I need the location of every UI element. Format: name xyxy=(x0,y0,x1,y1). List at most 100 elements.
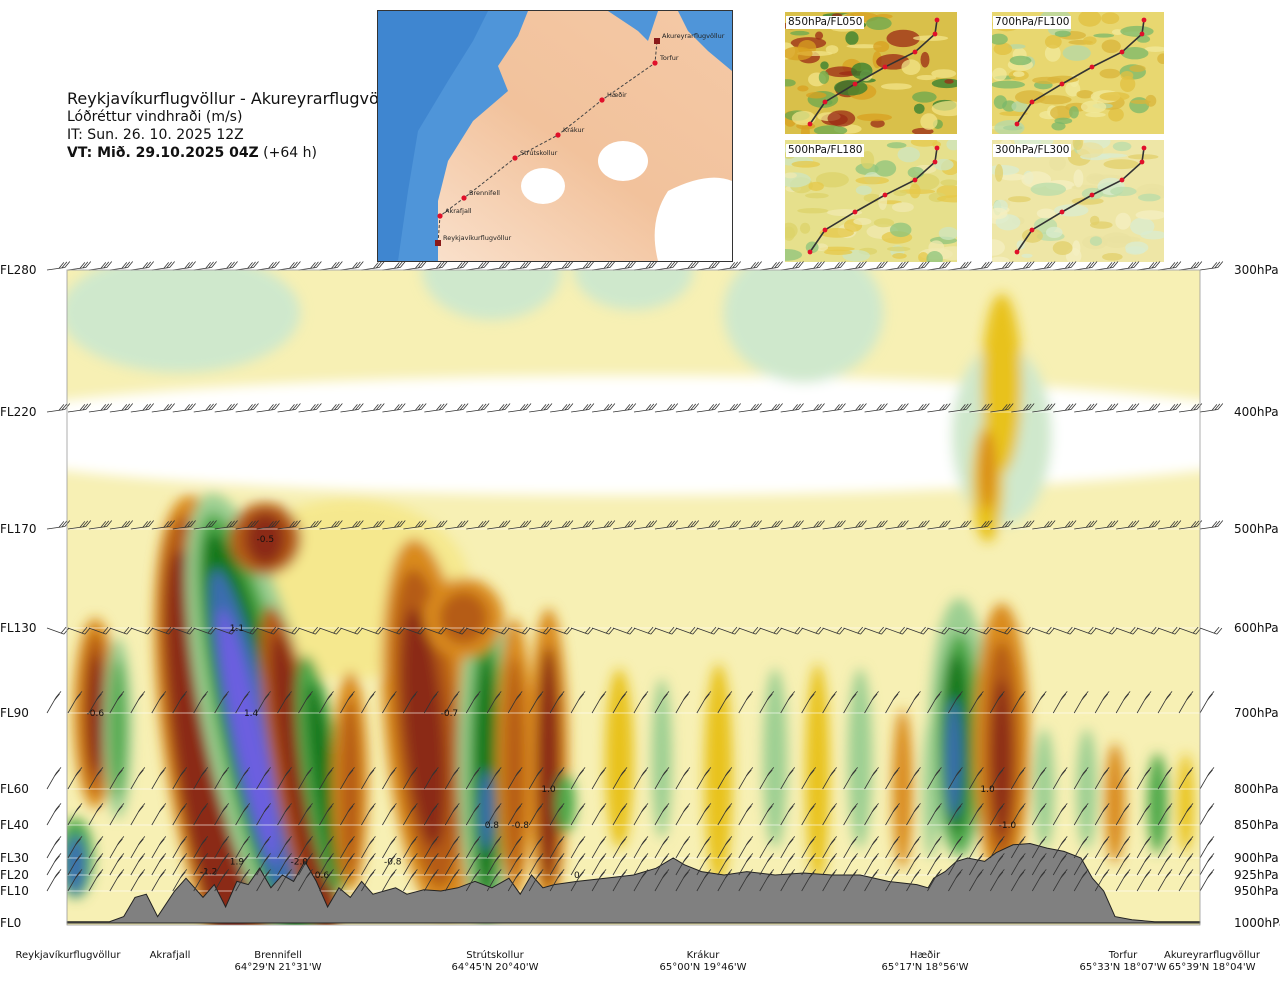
wind-barb xyxy=(193,403,217,413)
wind-barb xyxy=(507,767,523,790)
contour-value-label: 0 xyxy=(574,871,580,881)
wind-barb xyxy=(1095,626,1118,635)
wind-barb xyxy=(738,767,754,790)
wind-barb xyxy=(298,767,313,790)
wind-barb xyxy=(88,261,113,271)
wind-barb xyxy=(738,520,762,530)
wind-barb xyxy=(885,803,900,826)
wind-barb xyxy=(696,767,712,790)
wind-barb xyxy=(633,403,658,413)
flight-level-label: FL0 xyxy=(0,916,22,930)
wind-barb xyxy=(570,767,586,790)
wind-barb xyxy=(591,803,607,826)
vertical-velocity-contour xyxy=(651,678,672,839)
wind-barb xyxy=(948,520,972,530)
wind-barb xyxy=(130,403,154,413)
wind-barb xyxy=(1073,803,1089,826)
wind-barb xyxy=(885,853,900,876)
wind-barb xyxy=(423,869,439,892)
wind-barb xyxy=(969,261,993,271)
wind-barb xyxy=(906,691,921,714)
wind-barb xyxy=(927,403,951,413)
wind-barb xyxy=(382,803,397,826)
wind-barb xyxy=(990,261,1014,271)
wind-barb xyxy=(298,836,313,859)
wind-barb xyxy=(465,869,481,892)
wind-barb xyxy=(549,869,565,892)
wind-barb xyxy=(1031,767,1047,790)
wind-barb xyxy=(256,767,271,790)
wind-barb xyxy=(382,767,397,790)
wind-barb xyxy=(67,803,83,826)
mini-waypoint-marker xyxy=(1141,145,1147,151)
wind-barb xyxy=(423,767,439,790)
wind-barb xyxy=(529,520,553,530)
wind-barb xyxy=(319,869,334,892)
vertical-velocity-contour xyxy=(945,698,962,819)
wind-barb xyxy=(549,803,565,826)
wind-barb xyxy=(444,767,460,790)
wind-barb xyxy=(654,836,670,859)
wind-barb xyxy=(193,869,209,892)
wind-barb xyxy=(612,767,628,790)
wind-barb xyxy=(172,767,188,790)
wind-barb xyxy=(675,869,691,892)
wind-barb xyxy=(1136,803,1152,826)
wind-barb xyxy=(843,403,867,413)
wind-barb xyxy=(654,803,670,826)
wind-barb xyxy=(507,853,523,876)
wind-barb xyxy=(423,853,439,876)
wind-barb xyxy=(906,520,930,530)
wind-barb xyxy=(633,853,649,876)
vertical-velocity-contour xyxy=(479,770,494,851)
wind-barb xyxy=(235,403,259,413)
wind-barb xyxy=(256,403,280,413)
wind-barb xyxy=(235,520,259,530)
wind-barb xyxy=(927,261,951,271)
wind-barb xyxy=(256,261,280,271)
wind-barb xyxy=(675,520,700,530)
map-waypoint-marker xyxy=(435,240,441,246)
wind-barb xyxy=(214,803,230,826)
pressure-level-label: 600hPa xyxy=(1234,621,1279,635)
wind-barb xyxy=(1136,836,1152,859)
wind-barb xyxy=(570,836,586,859)
wind-barb xyxy=(1031,869,1047,892)
wind-barb xyxy=(340,261,364,271)
wind-barb xyxy=(927,691,942,714)
wind-barb xyxy=(759,691,775,714)
wind-barb xyxy=(424,626,447,635)
wind-barb xyxy=(1073,853,1089,876)
wind-barb xyxy=(906,261,930,271)
wind-barb xyxy=(235,836,250,859)
wind-barb xyxy=(319,836,334,859)
pressure-level-label: 300hPa xyxy=(1234,263,1279,277)
wind-barb xyxy=(717,520,741,530)
wind-barb xyxy=(88,626,112,635)
wind-barb xyxy=(1053,403,1077,413)
wind-barb xyxy=(277,869,292,892)
map-waypoint-marker xyxy=(599,97,605,103)
wind-barb xyxy=(361,261,385,271)
wind-barb xyxy=(822,691,837,714)
wind-barb xyxy=(424,403,448,413)
wind-barb xyxy=(88,803,104,826)
wind-barb xyxy=(109,803,125,826)
wind-barb xyxy=(361,836,376,859)
map-waypoint-label: Brennifell xyxy=(469,189,500,197)
wind-barb xyxy=(340,767,355,790)
wind-barb xyxy=(696,869,712,892)
wind-barb xyxy=(444,853,460,876)
mini-waypoint-marker xyxy=(1014,121,1020,127)
wind-barb xyxy=(570,853,586,876)
wind-barb xyxy=(717,767,733,790)
wind-barb xyxy=(130,803,146,826)
wind-barb xyxy=(822,767,837,790)
wind-barb xyxy=(612,853,628,876)
wind-barb xyxy=(444,691,460,714)
wind-barb xyxy=(759,261,783,271)
map-waypoint-label: Akureyrarflugvöllur xyxy=(662,32,725,40)
wind-barb xyxy=(1199,869,1215,892)
wind-barb xyxy=(214,869,230,892)
wind-barb xyxy=(172,626,196,635)
